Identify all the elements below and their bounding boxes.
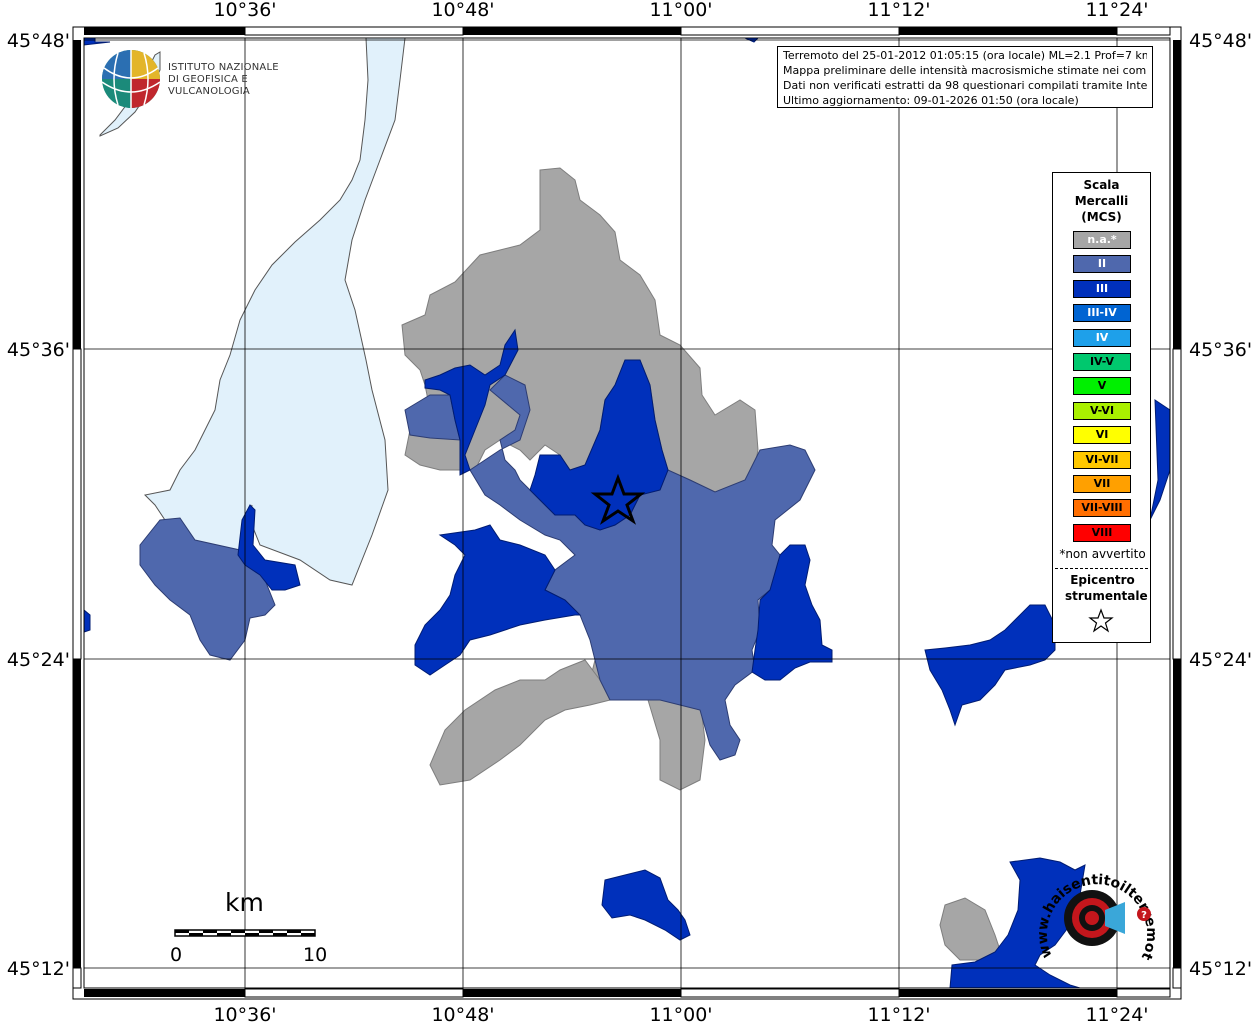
lat-label: 45°24' (1189, 649, 1252, 671)
legend-swatch: III-IV (1073, 304, 1131, 323)
scale-unit: km (225, 888, 264, 917)
lat-label: 45°48' (7, 30, 70, 52)
lon-labels-bottom: 10°36' 10°48' 11°00' 11°12' 11°24' (213, 1004, 1148, 1024)
legend-title-text: Scala Mercalli (MCS) (1074, 178, 1129, 224)
legend-swatch: VII (1073, 475, 1131, 493)
legend-separator (1055, 568, 1148, 569)
scale-bar: km 0 10 (165, 888, 335, 968)
lon-label: 11°12' (867, 0, 930, 21)
ingv-name-line2: DI GEOFISICA E VULCANOLOGIA (168, 74, 250, 97)
event-info-box: Terremoto del 25-01-2012 01:05:15 (ora l… (777, 46, 1153, 108)
haisentito-logo[interactable]: www.haisentitoilterremoto.it ? (1025, 836, 1170, 978)
legend-swatch: IV-V (1073, 353, 1131, 371)
legend-note: *non avvertito (1059, 547, 1146, 561)
lon-label: 10°36' (213, 1004, 276, 1024)
epicenter-legend-label: Epicentro strumentale (1065, 573, 1148, 603)
map-frame (72, 26, 1182, 1000)
epicenter-star-icon (1088, 608, 1114, 633)
ingv-name-line1: ISTITUTO NAZIONALE (168, 62, 279, 73)
legend-swatch: VI (1073, 426, 1131, 445)
event-info-line: Ultimo aggiornamento: 09-01-2026 01:50 (… (783, 94, 1079, 107)
lon-label: 10°48' (431, 1004, 494, 1024)
lon-label: 11°00' (649, 1004, 712, 1024)
legend-swatch: VII-VIII (1073, 499, 1131, 518)
region-intensity-III (83, 37, 1171, 989)
event-info-line: Terremoto del 25-01-2012 01:05:15 (ora l… (783, 49, 1147, 62)
legend-title: Scala Mercalli (MCS) (1053, 177, 1150, 225)
region-na (401, 167, 1001, 961)
megaphone-icon (1105, 902, 1125, 934)
legend-swatch: V-VI (1073, 401, 1131, 420)
legend-swatch: V (1073, 377, 1131, 396)
ingv-logo: ISTITUTO NAZIONALE DI GEOFISICA E VULCAN… (100, 46, 320, 110)
lat-label: 45°12' (1189, 958, 1252, 980)
lat-label: 45°36' (1189, 339, 1252, 361)
graticule (84, 38, 1170, 988)
lat-label: 45°36' (7, 339, 70, 361)
lat-label: 45°12' (7, 958, 70, 980)
globe-icon (101, 50, 161, 108)
scale-bar-graphic (174, 929, 316, 937)
lat-label: 45°24' (7, 649, 70, 671)
lon-label: 11°00' (649, 0, 712, 21)
mcs-legend: Scala Mercalli (MCS) n.a.* II III III-IV IV I… (1052, 172, 1151, 643)
epicenter-star-marker (590, 473, 646, 525)
question-badge-label: ? (1141, 910, 1147, 921)
lon-label: 10°48' (431, 0, 494, 21)
question-badge (1137, 907, 1151, 921)
legend-swatch: II (1073, 255, 1131, 274)
event-info-line: Mappa preliminare delle intensità macros… (783, 64, 1147, 77)
lon-label: 11°24' (1085, 0, 1148, 21)
lat-labels-left: 45°48' 45°36' 45°24' 45°12' (7, 30, 70, 980)
legend-swatch: VI-VII (1073, 450, 1131, 469)
lat-label: 45°48' (1189, 30, 1252, 52)
legend-swatch: n.a.* (1073, 231, 1131, 249)
legend-swatch: IV (1073, 328, 1131, 347)
legend-swatch: VIII (1073, 523, 1131, 542)
lon-label: 11°12' (867, 1004, 930, 1024)
lon-labels-top: 10°36' 10°48' 11°00' 11°12' 11°24' (213, 0, 1148, 21)
scale-end-label: 10 (303, 944, 328, 966)
event-info-line: Dati non verificati estratti da 98 quest… (783, 79, 1147, 92)
scale-start-label: 0 (170, 944, 183, 966)
lon-label: 11°24' (1085, 1004, 1148, 1024)
legend-swatch: III (1073, 279, 1131, 298)
lat-labels-right: 45°48' 45°36' 45°24' 45°12' (1189, 30, 1252, 980)
lon-label: 10°36' (213, 0, 276, 21)
